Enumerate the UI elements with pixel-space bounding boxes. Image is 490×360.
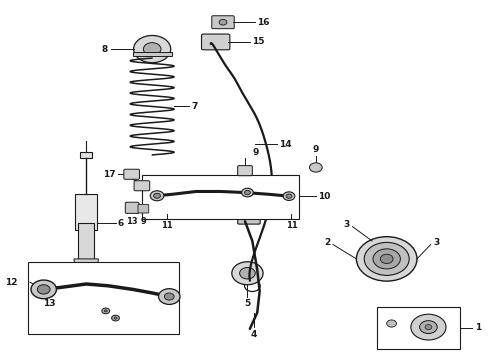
Circle shape — [112, 315, 120, 321]
Text: 15: 15 — [252, 37, 265, 46]
Bar — [75, 194, 97, 230]
Circle shape — [144, 42, 161, 55]
Circle shape — [387, 320, 396, 327]
Circle shape — [245, 190, 250, 195]
FancyBboxPatch shape — [134, 181, 150, 191]
FancyBboxPatch shape — [124, 169, 140, 179]
Circle shape — [373, 249, 400, 269]
Text: 3: 3 — [433, 238, 440, 247]
Text: 5: 5 — [245, 299, 250, 308]
Text: 10: 10 — [318, 192, 331, 201]
Text: 2: 2 — [324, 238, 331, 247]
Circle shape — [310, 163, 322, 172]
Bar — [143, 175, 299, 220]
Circle shape — [286, 194, 292, 198]
Circle shape — [364, 242, 409, 275]
Bar — [133, 52, 172, 56]
Circle shape — [419, 321, 437, 334]
Circle shape — [134, 36, 171, 63]
FancyBboxPatch shape — [138, 204, 149, 213]
Circle shape — [150, 191, 164, 201]
Bar — [78, 223, 94, 259]
Text: 8: 8 — [102, 45, 108, 54]
Text: 7: 7 — [191, 102, 197, 111]
Circle shape — [104, 310, 107, 312]
Circle shape — [232, 262, 263, 285]
Text: 11: 11 — [286, 221, 297, 230]
FancyBboxPatch shape — [238, 166, 252, 176]
FancyBboxPatch shape — [80, 152, 92, 158]
Circle shape — [242, 188, 253, 197]
Polygon shape — [74, 259, 98, 288]
FancyBboxPatch shape — [238, 213, 260, 224]
Text: 4: 4 — [250, 329, 257, 338]
Text: 12: 12 — [5, 278, 18, 287]
Text: 14: 14 — [279, 140, 292, 149]
Text: 9: 9 — [141, 217, 146, 226]
Circle shape — [75, 289, 97, 305]
FancyBboxPatch shape — [201, 34, 230, 50]
Circle shape — [240, 267, 255, 279]
Circle shape — [81, 293, 91, 300]
Circle shape — [219, 19, 227, 25]
Text: 3: 3 — [344, 220, 350, 229]
Circle shape — [164, 293, 174, 300]
FancyBboxPatch shape — [212, 16, 234, 29]
Circle shape — [283, 192, 295, 201]
Circle shape — [102, 308, 110, 314]
Text: 9: 9 — [313, 145, 319, 154]
Circle shape — [159, 289, 180, 305]
Text: 9: 9 — [252, 148, 259, 157]
Circle shape — [425, 325, 432, 330]
Text: 13: 13 — [43, 299, 56, 308]
Circle shape — [154, 193, 160, 198]
Text: 11: 11 — [161, 221, 172, 230]
Text: 16: 16 — [257, 18, 270, 27]
Bar — [377, 307, 460, 348]
Text: 17: 17 — [103, 170, 116, 179]
Text: 13: 13 — [126, 217, 138, 226]
Circle shape — [356, 237, 417, 281]
Bar — [27, 262, 179, 334]
Circle shape — [114, 317, 117, 319]
Circle shape — [380, 254, 393, 264]
Text: 1: 1 — [475, 323, 481, 332]
Text: 6: 6 — [118, 219, 124, 228]
Circle shape — [411, 314, 446, 340]
Circle shape — [37, 285, 50, 294]
FancyBboxPatch shape — [125, 202, 139, 213]
Circle shape — [31, 280, 56, 299]
